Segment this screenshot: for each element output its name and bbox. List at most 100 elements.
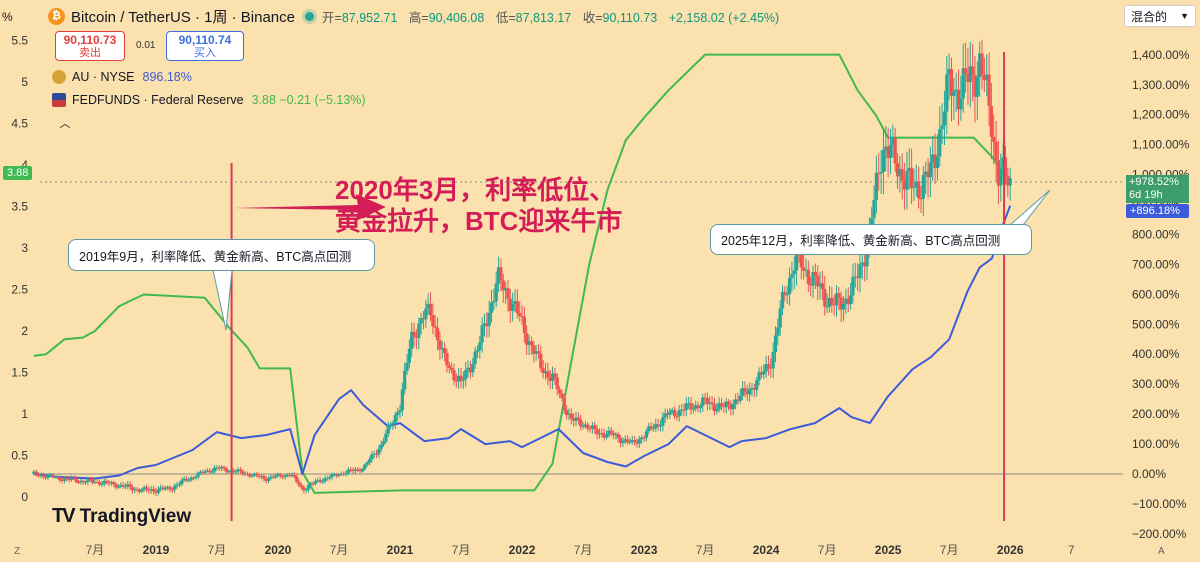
btc-candle [832, 304, 836, 306]
ohlc-open-value: 87,952.71 [341, 10, 398, 25]
btc-candle [546, 371, 550, 378]
btc-candle [62, 478, 67, 481]
btc-candle [135, 489, 139, 491]
btc-candle [473, 351, 477, 365]
btc-candle [799, 248, 803, 268]
btc-candle [557, 389, 562, 394]
collapse-legend-button[interactable]: ︿ [56, 114, 74, 132]
gold-line [33, 205, 1012, 480]
callout-2025-pointer [1008, 189, 1051, 226]
btc-candle [684, 403, 688, 410]
btc-candle [604, 434, 609, 438]
sell-button[interactable]: 90,110.73 卖出 [55, 31, 125, 61]
btc-candle [266, 478, 271, 482]
timezone-button[interactable]: Z [14, 546, 21, 557]
x-axis-tick: 7月 [940, 543, 959, 557]
btc-candle [968, 66, 972, 83]
btc-candle [419, 318, 423, 324]
btc-candle [694, 405, 698, 409]
callout-2019: 2019年9月，利率降低、黄金新高、BTC高点回测 [68, 239, 375, 271]
buy-button[interactable]: 90,110.74 买入 [166, 31, 244, 61]
btc-candle [560, 393, 564, 399]
btc-candle [255, 473, 259, 476]
btc-candle [846, 298, 850, 305]
btc-candle [755, 380, 759, 390]
btc-candle [508, 298, 512, 311]
btc-candle [682, 409, 686, 411]
btc-candle [353, 469, 358, 471]
btc-candle [825, 306, 829, 308]
btc-candle [466, 367, 470, 371]
btc-candle [442, 348, 447, 354]
chart-mode-select[interactable]: 混合的 ▼ [1124, 5, 1196, 27]
btc-candle [297, 482, 301, 486]
btc-candle [344, 472, 348, 475]
ohlc-values: 开=87,952.71 高=90,406.08 低=87,813.17 收=90… [322, 7, 787, 26]
btc-candle [274, 475, 278, 478]
btc-candle [917, 181, 921, 199]
btc-candle [133, 489, 137, 491]
btc-candle [290, 475, 294, 477]
btc-candle [335, 474, 339, 477]
btc-candle [994, 141, 998, 160]
btc-candle [217, 467, 221, 469]
btc-candle [877, 172, 881, 174]
btc-candle [555, 377, 559, 390]
btc-candle [687, 403, 691, 405]
btc-candle [562, 398, 566, 411]
btc-candle [912, 187, 916, 189]
left-axis-unit: % [2, 10, 13, 24]
btc-candle [398, 410, 402, 413]
btc-candle [494, 283, 498, 302]
btc-candle [703, 397, 707, 399]
btc-candle [72, 478, 76, 480]
x-axis-tick: 7月 [452, 543, 471, 557]
btc-candle [764, 364, 768, 372]
btc-candle [661, 417, 665, 426]
right-axis-tick: 1,200.00% [1132, 108, 1190, 122]
btc-candle [628, 441, 632, 443]
btc-candle [961, 68, 965, 99]
tradingview-wordmark: TradingView [79, 505, 192, 527]
btc-candle [942, 111, 947, 126]
btc-candle [461, 379, 465, 381]
right-axis-tick: 800.00% [1132, 227, 1180, 241]
btc-candle [386, 425, 390, 434]
symbol-title[interactable]: Bitcoin / TetherUS · 1周 · Binance [71, 8, 295, 26]
au-axis-badge: +896.18% [1126, 204, 1189, 218]
btc-candle [471, 364, 475, 373]
btc-candle [41, 475, 45, 477]
spread-value: 0.01 [136, 40, 156, 51]
legend-fedfunds-value: 3.88 −0.21 (−5.13%) [251, 93, 366, 107]
x-axis-tick: 2026 [997, 543, 1024, 557]
btc-candle [51, 474, 55, 477]
btc-candle [841, 303, 846, 310]
btc-candle [820, 283, 825, 289]
btc-candle [933, 154, 937, 169]
btc-candle [339, 473, 343, 475]
buy-label: 买入 [194, 47, 216, 59]
btc-candle [701, 397, 705, 406]
event-arrow [233, 194, 386, 221]
legend-au[interactable]: AU · NYSE 896.18% [52, 68, 192, 86]
x-axis-tick: 2021 [387, 543, 414, 557]
btc-candle [318, 480, 322, 483]
btc-candle [114, 484, 118, 488]
btc-candle [39, 475, 43, 477]
btc-candle [980, 53, 984, 76]
legend-fedfunds[interactable]: FEDFUNDS · Federal Reserve 3.88 −0.21 (−… [52, 91, 366, 109]
left-axis-tick: 3 [21, 241, 28, 255]
tradingview-logo: TV TradingView [52, 505, 191, 528]
btc-candle [973, 75, 977, 97]
btc-candle [234, 471, 238, 473]
btc-candle [945, 74, 949, 112]
right-axis-tick: 1,400.00% [1132, 48, 1190, 62]
btc-candle [485, 323, 489, 327]
btc-candle [618, 438, 623, 444]
btc-candle [257, 475, 261, 477]
btc-candle [736, 399, 740, 401]
btc-candle [189, 477, 193, 480]
auto-scale-button[interactable]: A [1158, 546, 1165, 557]
right-axis-tick: 700.00% [1132, 257, 1180, 271]
btc-candle [511, 303, 515, 311]
